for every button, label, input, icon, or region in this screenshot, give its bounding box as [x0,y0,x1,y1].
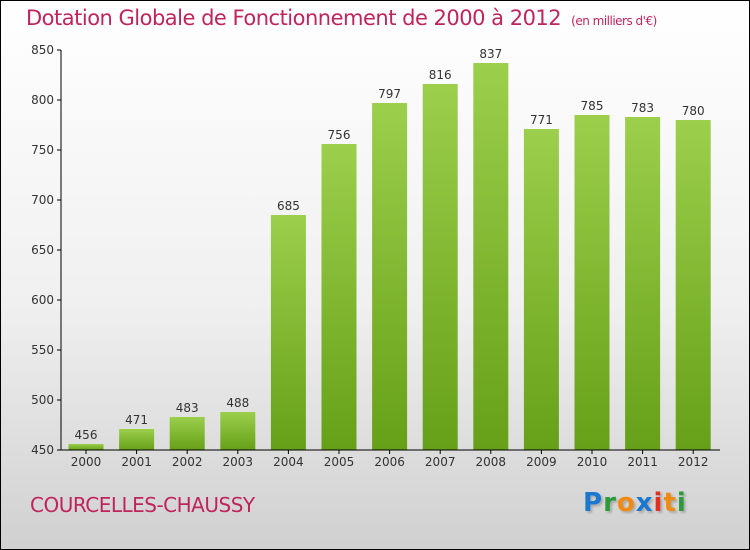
y-tick-label: 550 [31,343,54,357]
bar [372,103,408,450]
y-tick-label: 850 [31,43,54,57]
data-label: 783 [631,101,654,115]
bar [473,63,509,450]
data-label: 685 [277,199,300,213]
bar [220,412,256,450]
data-label: 471 [125,413,148,427]
bar [574,115,610,450]
x-tick-label: 2008 [476,455,507,469]
y-tick-label: 450 [31,443,54,457]
x-tick-label: 2011 [627,455,658,469]
data-label: 797 [378,87,401,101]
data-label: 456 [75,428,98,442]
bar [68,444,104,450]
bar [523,129,559,450]
bar [675,120,711,450]
data-label: 756 [328,128,351,142]
x-tick-label: 2000 [71,455,102,469]
data-label: 780 [682,104,705,118]
x-tick-label: 2010 [577,455,608,469]
x-tick-label: 2002 [172,455,203,469]
y-tick-label: 600 [31,293,54,307]
data-label: 837 [479,47,502,61]
data-label: 771 [530,113,553,127]
chart-title: Dotation Globale de Fonctionnement de 20… [26,6,657,30]
data-label: 483 [176,401,199,415]
x-tick-label: 2007 [425,455,456,469]
data-label: 785 [581,99,604,113]
x-tick-label: 2012 [678,455,709,469]
bar [625,117,661,450]
data-label: 488 [226,396,249,410]
bar [119,429,155,450]
data-label: 816 [429,68,452,82]
x-tick-label: 2009 [526,455,557,469]
proxiti-logo[interactable]: Proxiti [583,488,687,518]
x-tick-label: 2005 [324,455,355,469]
x-tick-label: 2004 [273,455,304,469]
x-tick-label: 2001 [121,455,152,469]
y-tick-label: 750 [31,143,54,157]
bar [169,417,205,450]
bar [321,144,357,450]
y-tick-label: 700 [31,193,54,207]
bar [270,215,306,450]
y-tick-label: 800 [31,93,54,107]
x-tick-label: 2006 [374,455,405,469]
commune-name: COURCELLES-CHAUSSY [30,493,255,517]
y-tick-label: 650 [31,243,54,257]
y-tick-label: 500 [31,393,54,407]
unit-label: (en milliers d'€) [571,14,657,28]
bar [422,84,458,450]
title-text: Dotation Globale de Fonctionnement de 20… [26,6,562,30]
x-tick-label: 2003 [223,455,254,469]
